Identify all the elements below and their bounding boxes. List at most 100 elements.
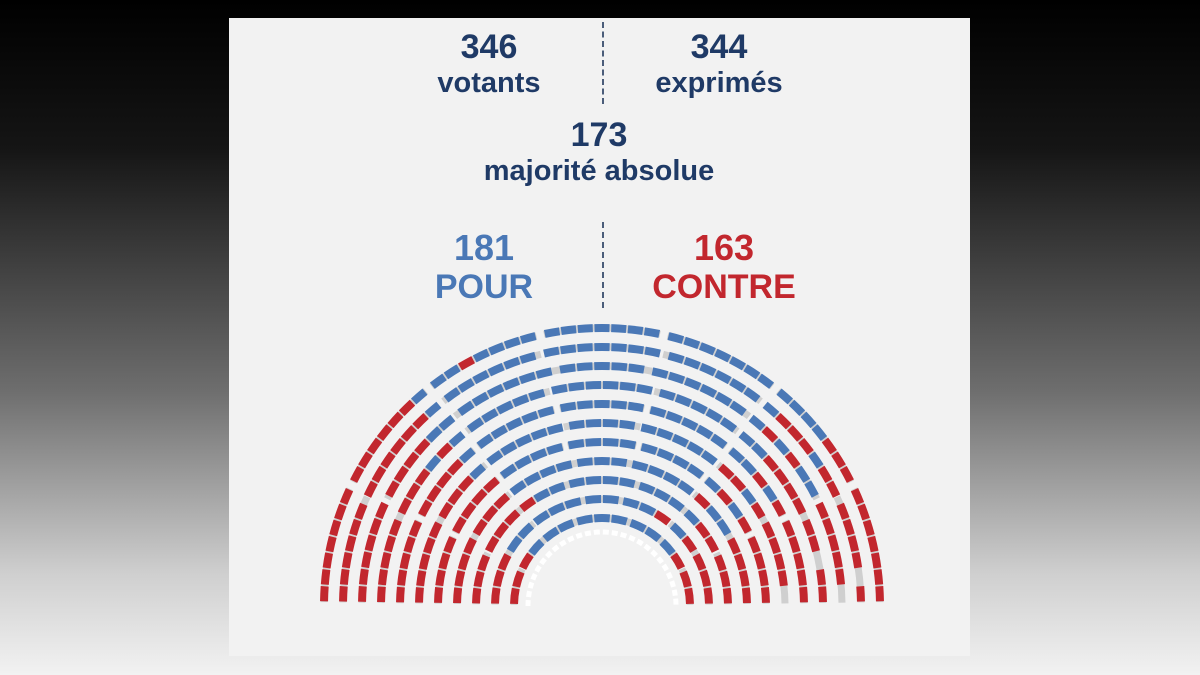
seat-pour [667,371,686,385]
exprimes-stat: 344 exprimés [634,30,804,98]
seat-pour [539,464,557,479]
seat-contre [472,518,488,537]
seat-pour [577,324,593,334]
seat-contre [719,570,731,588]
seat-pour [748,414,766,431]
seat-pour [647,464,665,479]
seat-contre [361,551,372,569]
seat-pour [568,477,585,489]
seat-pour [567,439,585,450]
seat-contre [412,412,429,430]
votants-label: votants [437,67,541,99]
seat-contre [322,552,333,569]
seat-contre [781,520,796,538]
seat-pour [714,348,732,363]
seat-contre [405,482,421,500]
seat-pour [476,433,494,449]
seat-pour [619,477,636,489]
seat-pour [669,522,687,540]
seat-contre [363,480,378,498]
seat-pour [622,497,640,510]
seat-pour [788,399,806,416]
seat-contre [471,488,488,506]
seat-pour [457,378,475,393]
seat-contre [390,437,406,455]
seat-pour [521,410,539,424]
seat-contre [762,455,779,472]
seat-contre [807,535,820,553]
seat-contre [344,535,357,552]
seat-contre [773,553,786,570]
seat-contre [473,570,485,588]
seat-pour [704,476,721,494]
seat-pour [684,377,702,391]
seat-contre [403,536,416,554]
seat-contre [875,586,884,602]
seat-pour [472,348,490,363]
seat-pour [557,519,575,533]
seat-contre [738,570,750,587]
seat-pour [585,438,602,447]
seat-contre [827,534,840,552]
seat-contre [703,587,713,604]
seat-pour [488,342,506,356]
seat-pour [638,502,657,517]
seat-contre [472,587,482,604]
seat-pour [602,438,619,447]
seat-pour [644,526,662,543]
seat-contre [350,465,365,483]
seat-contre [482,505,499,523]
seat-pour [699,383,718,398]
seat-pour [674,394,693,408]
seat-contre [847,535,860,552]
seat-pour [611,400,628,410]
seat-pour [762,401,780,418]
seat-contre [428,521,443,539]
seat-pour [619,419,636,430]
seat-pour [486,450,504,466]
seat-contre [414,468,431,486]
seat-contre [438,502,454,520]
seat-contre [704,535,720,553]
seat-pour [546,442,564,456]
seat-pour [677,480,695,496]
seat-pour [699,362,717,377]
row-arc [563,419,641,431]
seat-contre [434,586,444,603]
seat-pour [523,471,542,486]
seat-contre [423,537,436,554]
seat-pour [656,427,674,441]
seat-pour [533,488,551,503]
seat-pour [683,509,700,526]
seat-pour [585,476,602,485]
seat-contre [358,568,369,585]
seat-contre [799,586,808,603]
seat-pour [490,424,508,440]
seat-pour [800,411,817,429]
seat-contre [831,451,846,469]
seat-contre [491,587,501,604]
seat-contre [815,501,829,520]
seat-pour [509,480,527,496]
seat-pour [686,441,704,456]
seat-contre [826,480,841,498]
seat-pour [469,463,487,480]
seat-contre [452,516,467,534]
seat-pour [547,502,566,517]
seat-contre [693,493,711,510]
seat-contre [793,552,805,570]
seat-pour [518,371,537,385]
seat-pour [690,400,708,415]
seat-contre [747,536,761,554]
seat-contre [787,425,804,442]
seat-pour [611,343,627,353]
seat-contre [377,586,386,603]
seat-pour [505,417,523,431]
seat-contre [510,587,520,605]
seat-contre [850,488,865,505]
seat-pour [466,417,485,433]
seat-pour [714,391,733,407]
votants-stat: 346 votants [414,30,564,98]
seat-pour [627,325,644,335]
seat-contre [397,497,412,515]
